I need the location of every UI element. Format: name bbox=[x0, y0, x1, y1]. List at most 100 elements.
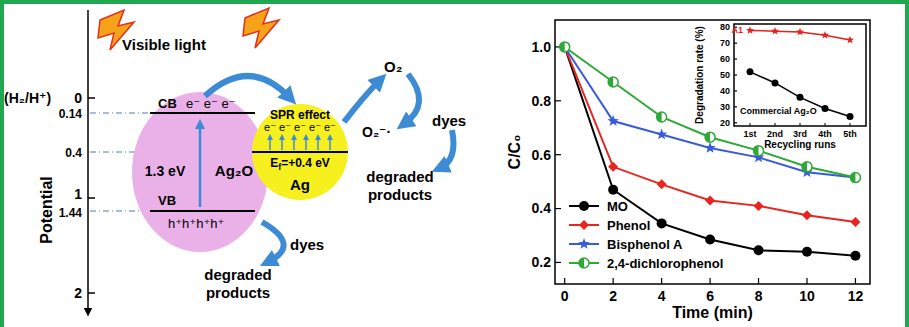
data-point bbox=[850, 251, 860, 261]
plot-frame bbox=[555, 20, 870, 284]
pollutant: dyes bbox=[290, 236, 324, 253]
oxygen: O₂ bbox=[384, 58, 402, 75]
data-point bbox=[704, 142, 715, 153]
x-tick-label: 2 bbox=[609, 288, 617, 304]
x-axis-label: Recycling runs bbox=[764, 139, 836, 150]
data-point bbox=[656, 128, 667, 139]
data-point bbox=[705, 132, 715, 142]
spr-arrow bbox=[329, 137, 331, 150]
y-tick bbox=[555, 154, 561, 155]
marker-part bbox=[802, 162, 812, 172]
x-tick-label: 2nd bbox=[767, 129, 783, 139]
x-tick-label: 12 bbox=[848, 288, 864, 304]
potential-tick-label: 0 bbox=[74, 90, 82, 106]
data-point bbox=[850, 172, 861, 183]
spr-arrow bbox=[281, 137, 283, 150]
level-label: 0.14 bbox=[59, 107, 83, 121]
band-gap: 1.3 eV bbox=[145, 163, 186, 179]
marker-part bbox=[579, 258, 589, 268]
product: products bbox=[368, 186, 432, 203]
data-point bbox=[705, 235, 715, 245]
spr-arrow bbox=[317, 137, 319, 150]
spr-arrow bbox=[293, 137, 295, 150]
flow-arrow bbox=[205, 76, 290, 98]
x-tick bbox=[564, 278, 565, 284]
y-tick-label: 0.6 bbox=[532, 147, 552, 163]
data-point bbox=[560, 42, 570, 52]
plot-frame bbox=[734, 24, 866, 126]
flow-arrow bbox=[262, 222, 284, 262]
lightning bbox=[243, 8, 279, 48]
metal-electrons: e⁻ e⁻ e⁻ e⁻ e⁻ bbox=[264, 121, 336, 133]
y-tick bbox=[555, 262, 561, 263]
figure: Visible light 0 12 (H₂/H⁺) Potential 0.14 0.4 1… bbox=[0, 0, 909, 327]
superoxide: O₂⁻· bbox=[362, 124, 391, 140]
inset-chart: 203040506070801st2nd3rd4th5thRecycling r… bbox=[694, 22, 866, 150]
y-tick-label: 80 bbox=[720, 22, 730, 32]
legend-marker bbox=[579, 258, 589, 268]
data-point bbox=[746, 26, 754, 34]
data-point bbox=[802, 210, 812, 220]
band-diagram: Visible light012(H₂/H⁺)Potential0.140.41… bbox=[4, 8, 466, 312]
x-axis-label: Time (min) bbox=[672, 304, 753, 321]
data-point bbox=[559, 41, 570, 52]
product: degraded bbox=[366, 168, 434, 185]
potential-label: Potential bbox=[38, 176, 55, 244]
electrons: e⁻ e⁻ e⁻ bbox=[186, 96, 236, 111]
x-tick-label: 10 bbox=[799, 288, 815, 304]
data-point bbox=[754, 245, 764, 255]
metal bbox=[252, 104, 348, 200]
data-point bbox=[846, 36, 854, 44]
plot-background bbox=[734, 24, 866, 126]
y-tick-label: 0.2 bbox=[532, 254, 552, 270]
x-tick bbox=[855, 278, 856, 284]
data-point bbox=[850, 217, 860, 227]
conduction-band bbox=[150, 112, 255, 114]
metal-name: Ag bbox=[290, 176, 310, 193]
data-point bbox=[754, 146, 764, 156]
legend-label: Phenol bbox=[607, 218, 650, 233]
x-tick-label: 0 bbox=[561, 288, 569, 304]
marker-part bbox=[754, 146, 764, 156]
pollutant: dyes bbox=[432, 112, 466, 129]
x-tick bbox=[709, 278, 710, 284]
marker-part bbox=[705, 132, 715, 142]
data-point bbox=[560, 42, 570, 52]
flow-arrow bbox=[344, 80, 380, 122]
data-point bbox=[754, 201, 764, 211]
level-label: 1.44 bbox=[59, 206, 83, 220]
data-point bbox=[847, 113, 854, 120]
y-tick bbox=[555, 100, 561, 101]
data-point bbox=[802, 162, 812, 172]
valence-band bbox=[150, 210, 255, 212]
y-tick-label: 20 bbox=[720, 118, 730, 128]
y-tick-label: 30 bbox=[720, 102, 730, 112]
potential-tick bbox=[88, 97, 95, 99]
fermi-label: Ef=+0.4 eV bbox=[270, 156, 330, 172]
data-point bbox=[560, 42, 570, 52]
x-tick-label: 4 bbox=[658, 288, 666, 304]
data-point bbox=[821, 31, 829, 39]
legend-label: Bisphenol A bbox=[607, 237, 683, 252]
fermi-level bbox=[252, 151, 348, 153]
reference-label: (H₂/H⁺) bbox=[4, 90, 51, 106]
level-label: 0.4 bbox=[65, 146, 82, 160]
series-label: A1 bbox=[731, 25, 743, 35]
data-point bbox=[657, 179, 667, 189]
marker-part bbox=[850, 173, 855, 183]
spr-arrow bbox=[305, 137, 307, 150]
data-point bbox=[850, 173, 860, 183]
marker-part bbox=[579, 258, 584, 268]
y-tick-label: 50 bbox=[720, 70, 730, 80]
series-label: Commercial Ag₂O bbox=[740, 106, 817, 116]
x-tick bbox=[661, 278, 662, 284]
product: degraded bbox=[204, 266, 272, 283]
data-point bbox=[657, 112, 667, 122]
spr-arrow bbox=[269, 137, 271, 150]
main-chart: 0.20.40.60.81.0024681012Time (min)C/C₀MO… bbox=[506, 20, 870, 321]
flow-arrow bbox=[404, 74, 419, 124]
x-tick-label: 1st bbox=[743, 129, 756, 139]
light-label: Visible light bbox=[122, 36, 206, 53]
marker-part bbox=[705, 132, 710, 142]
legend-marker bbox=[578, 238, 589, 249]
